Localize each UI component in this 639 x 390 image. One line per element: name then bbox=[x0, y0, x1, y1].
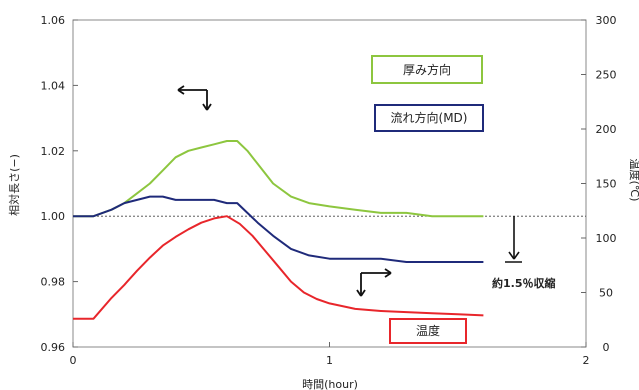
left-axis-arrow-icon bbox=[178, 86, 211, 110]
series-line-1 bbox=[73, 197, 483, 262]
legend-label-temperature: 温度 bbox=[416, 323, 440, 338]
y-left-tick-label: 1.06 bbox=[41, 14, 66, 27]
y-axis-right-label: 温度(℃) bbox=[628, 159, 639, 202]
y-right-tick-label: 150 bbox=[596, 178, 617, 191]
y-right-tick-label: 250 bbox=[596, 69, 617, 82]
y-right-tick-label: 0 bbox=[603, 341, 610, 354]
right-axis-arrow-icon bbox=[357, 269, 391, 296]
shrink-annotation: 約1.5％収縮 bbox=[492, 276, 556, 290]
y-right-tick-label: 100 bbox=[596, 232, 617, 245]
y-right-tick-label: 300 bbox=[596, 14, 617, 27]
x-tick-label: 0 bbox=[70, 354, 77, 367]
y-left-tick-label: 1.00 bbox=[41, 210, 66, 223]
y-right-tick-label: 200 bbox=[596, 123, 617, 136]
x-tick-label: 2 bbox=[583, 354, 590, 367]
x-tick-label: 1 bbox=[326, 354, 333, 367]
y-left-tick-label: 0.96 bbox=[41, 341, 66, 354]
shrink-arrow-icon bbox=[505, 216, 522, 262]
y-left-tick-label: 0.98 bbox=[41, 276, 66, 289]
legend-label-thickness: 厚み方向 bbox=[403, 62, 451, 77]
legend-label-md: 流れ方向(MD) bbox=[391, 110, 468, 125]
y-right-tick-label: 50 bbox=[599, 287, 613, 300]
y-left-tick-label: 1.02 bbox=[41, 145, 66, 158]
y-axis-left-label: 相対長さ(−) bbox=[7, 154, 21, 216]
x-axis-label: 時間(hour) bbox=[302, 378, 358, 390]
series-line-2 bbox=[73, 216, 483, 319]
series-line-0 bbox=[73, 141, 483, 216]
y-left-tick-label: 1.04 bbox=[41, 79, 66, 92]
